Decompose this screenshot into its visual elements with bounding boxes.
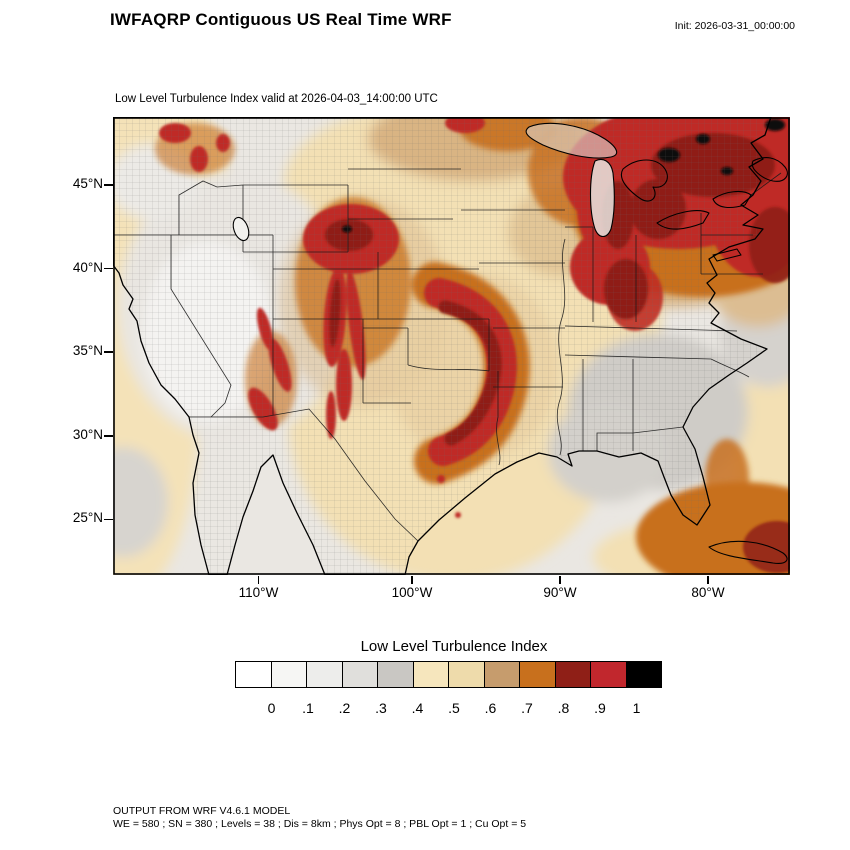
colorbar-title: Low Level Turbulence Index (360, 638, 548, 655)
coastline (113, 117, 772, 575)
colorbar-box (341, 661, 378, 688)
lat-tick-label: 35°N (72, 343, 103, 359)
lat-tick-mark (104, 351, 113, 353)
lon-tick-label: 80°W (691, 585, 725, 600)
colorbar-box (448, 661, 485, 688)
lon-tick-mark (411, 576, 413, 584)
colorbar-tick-label: .9 (594, 700, 606, 716)
colorbar-tick-label: 0 (267, 700, 276, 716)
state-borders (113, 168, 782, 542)
lat-tick-label: 40°N (72, 259, 103, 275)
colorbar-tick-label: .2 (338, 700, 351, 716)
lat-tick-label: 30°N (72, 426, 103, 442)
lat-tick-mark (104, 435, 113, 437)
lat-tick-label: 45°N (72, 176, 103, 191)
colorbar-tick-label: .6 (484, 700, 497, 716)
colorbar-tick-label: .4 (411, 700, 424, 716)
lat-tick-label: 25°N (72, 510, 103, 526)
colorbar-box (625, 661, 662, 688)
colorbar-tick-label: .7 (521, 700, 533, 716)
colorbar-boxes (235, 661, 662, 688)
lat-tick-mark (104, 518, 113, 521)
lon-tick-label: 100°W (391, 585, 433, 600)
colorbar-tick-label: .1 (302, 700, 314, 716)
model-config-line: WE = 580 ; SN = 380 ; Levels = 38 ; Dis … (113, 818, 527, 830)
lat-tick-mark (104, 267, 113, 270)
colorbar-box (519, 661, 556, 688)
colorbar-box (377, 661, 414, 688)
lakes (232, 122, 752, 242)
colorbar-box (554, 661, 591, 688)
colorbar-box (235, 661, 272, 688)
colorbar-tick-label: 1 (632, 700, 641, 716)
lat-tick-mark (104, 184, 113, 186)
lon-tick-mark (707, 576, 709, 584)
valid-time-subtitle: Low Level Turbulence Index valid at 2026… (115, 93, 438, 105)
colorbar-tick-label: .8 (557, 700, 570, 716)
colorbar-labels: 0 .1 .2 .3 .4 .5 .6 .7 .8 .9 1 (235, 700, 673, 718)
lon-tick-mark (257, 576, 260, 584)
init-time-label: Init: 2026-03-31_00:00:00 (674, 20, 795, 32)
colorbar-tick-label: .3 (375, 700, 387, 716)
colorbar-box (270, 661, 307, 688)
colorbar-tick-label: .5 (448, 700, 460, 716)
model-output-line: OUTPUT FROM WRF V4.6.1 MODEL (113, 805, 291, 817)
map-frame (113, 117, 790, 575)
colorbar-box (412, 661, 449, 688)
colorbar-box (483, 661, 520, 688)
islands-and-foreign-coast (708, 157, 788, 564)
page-title: IWFAQRP Contiguous US Real Time WRF (110, 10, 452, 29)
lon-tick-label: 90°W (543, 585, 577, 600)
conus-map (113, 117, 790, 575)
map-border (113, 117, 790, 575)
colorbar-box (590, 661, 627, 688)
lon-tick-label: 110°W (238, 585, 279, 600)
colorbar-box (306, 661, 343, 688)
lon-tick-mark (559, 576, 561, 584)
